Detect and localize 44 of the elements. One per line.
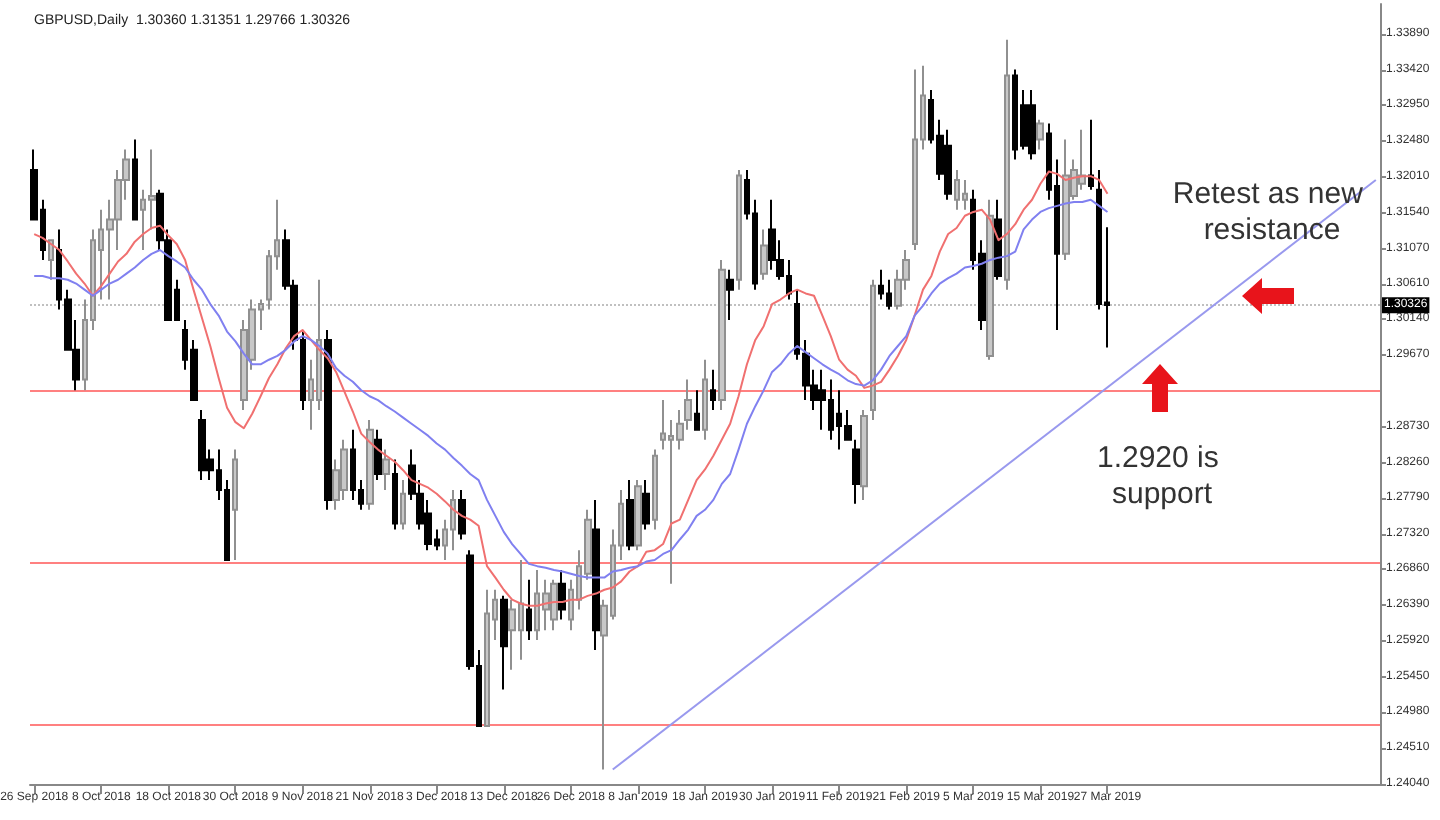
candlestick [736, 169, 742, 291]
candlestick [382, 448, 390, 491]
candlestick [450, 488, 456, 552]
candlestick [592, 498, 600, 651]
candlestick [1004, 38, 1010, 291]
candlestick [760, 228, 768, 281]
candlestick [458, 488, 466, 541]
candlestick [878, 268, 884, 301]
candlestick [48, 239, 54, 281]
candlestick [132, 138, 138, 221]
annotation: Retest as new resistance [1172, 177, 1372, 247]
candlestick [550, 578, 558, 632]
candlestick [324, 329, 332, 511]
candlestick [642, 479, 650, 531]
candlestick [1088, 118, 1094, 191]
candlestick [886, 278, 892, 311]
candlestick [710, 368, 716, 411]
candlestick [954, 169, 960, 211]
candlestick [400, 479, 406, 531]
candlestick [542, 578, 550, 632]
candlestick [1028, 89, 1036, 161]
candlestick [484, 588, 490, 728]
candlestick [912, 68, 918, 252]
candlestick [652, 448, 658, 531]
candlestick [198, 409, 206, 482]
candlestick [392, 458, 398, 531]
candlestick [1062, 138, 1070, 261]
candlestick [366, 418, 374, 511]
candlestick [232, 448, 238, 562]
candlestick [962, 178, 968, 211]
candlestick [944, 128, 952, 201]
candlestick [634, 479, 642, 552]
annotation: 1.2920 is support [1096, 441, 1228, 511]
candlestick [558, 568, 566, 621]
candlestick [994, 198, 1002, 281]
candlestick [726, 268, 734, 322]
candlestick [1036, 118, 1044, 151]
candlestick [702, 358, 708, 441]
candlestick [626, 479, 634, 552]
candlestick [694, 389, 700, 431]
candlestick [526, 578, 532, 642]
candlestick [374, 428, 382, 482]
candlestick [500, 594, 508, 691]
candlestick [860, 409, 868, 501]
